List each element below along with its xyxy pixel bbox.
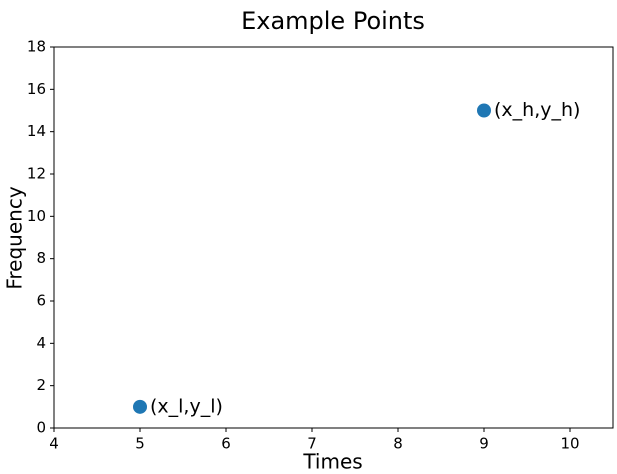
y-tick-label: 0 xyxy=(36,419,46,437)
data-points xyxy=(133,103,491,414)
x-axis-ticks: 4 5 6 7 8 9 10 xyxy=(49,428,580,453)
x-axis-label: Times xyxy=(302,450,362,474)
y-tick-label: 18 xyxy=(27,38,46,56)
x-tick-label: 7 xyxy=(307,435,317,453)
y-axis-ticks: 0 2 4 6 8 10 12 14 16 18 xyxy=(27,38,54,437)
x-tick-label: 4 xyxy=(49,435,59,453)
y-tick-label: 14 xyxy=(27,122,46,140)
y-tick-label: 8 xyxy=(36,249,46,267)
y-tick-label: 6 xyxy=(36,292,46,310)
x-tick-label: 5 xyxy=(135,435,145,453)
y-tick-label: 2 xyxy=(36,376,46,394)
y-tick-label: 12 xyxy=(27,165,46,183)
x-tick-label: 6 xyxy=(221,435,231,453)
y-tick-label: 16 xyxy=(27,80,46,98)
point-annotation: (x_h,y_h) xyxy=(494,99,580,121)
scatter-point xyxy=(133,399,147,414)
y-axis-label: Frequency xyxy=(3,186,27,289)
chart-title: Example Points xyxy=(241,7,425,35)
x-tick-label: 8 xyxy=(393,435,403,453)
scatter-point xyxy=(477,103,491,118)
point-annotations: (x_l,y_l) (x_h,y_h) xyxy=(150,99,580,417)
point-annotation: (x_l,y_l) xyxy=(150,395,223,417)
x-tick-label: 10 xyxy=(560,435,579,453)
y-tick-label: 10 xyxy=(27,207,46,225)
plot-area xyxy=(53,46,614,429)
y-tick-label: 4 xyxy=(36,334,46,352)
x-tick-label: 9 xyxy=(479,435,489,453)
